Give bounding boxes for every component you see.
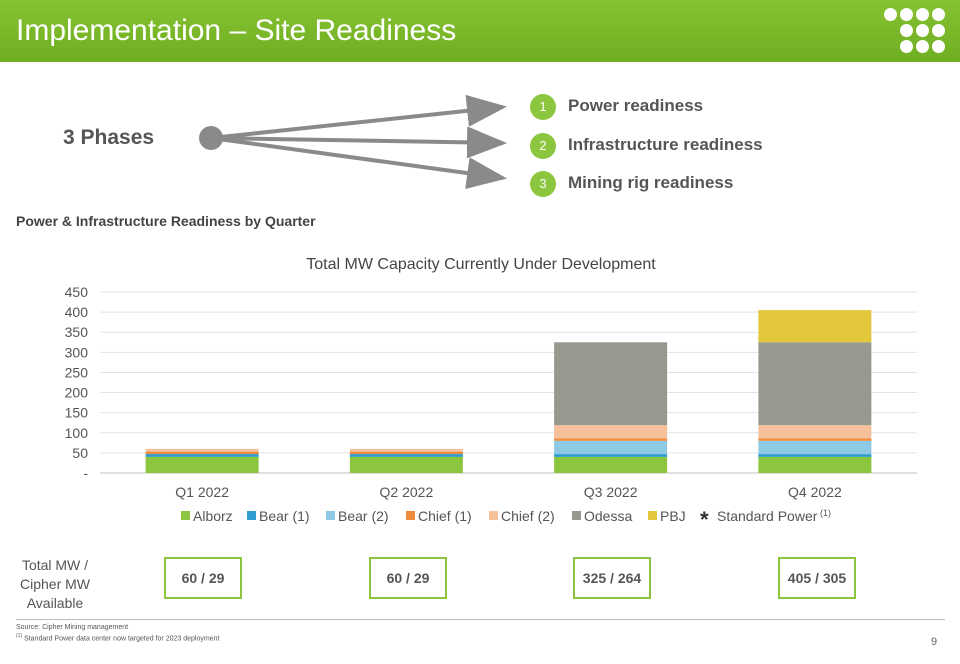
chart-title: Total MW Capacity Currently Under Develo…: [306, 256, 656, 273]
legend-label: Standard Power: [717, 508, 818, 524]
phase-text: Infrastructure readiness: [568, 135, 763, 154]
bar-segment: [349, 456, 463, 473]
stacked-bar-chart: Total MW Capacity Currently Under Develo…: [65, 256, 917, 532]
phase-text: Mining rig readiness: [568, 173, 734, 192]
y-tick-label: 50: [72, 445, 88, 461]
x-tick-label: Q1 2022: [175, 484, 229, 500]
bar-segment: [758, 438, 872, 441]
phase-number-badge: 3: [530, 171, 556, 197]
bar-segment: [554, 456, 668, 473]
y-tick-label: -: [83, 465, 88, 481]
bar-segment: [349, 454, 463, 457]
y-tick-label: 450: [65, 284, 89, 300]
arrow-origin-dot: [199, 126, 223, 150]
y-tick-label: 300: [65, 344, 89, 360]
x-tick-label: Q3 2022: [584, 484, 638, 500]
legend-label: Chief (1): [418, 508, 472, 524]
bar-segment: [145, 451, 259, 455]
legend-asterisk-marker: *: [700, 507, 709, 532]
y-tick-label: 100: [65, 425, 89, 441]
bar-segment: [554, 440, 668, 455]
arrow-phase-3: [210, 136, 507, 189]
arrow-phase-2: [210, 126, 507, 159]
legend-swatch: [247, 511, 256, 520]
y-tick-label: 200: [65, 385, 89, 401]
bar-segment: [145, 448, 259, 452]
bar-segment: [758, 454, 872, 457]
bar-segment: [554, 342, 668, 426]
footer-divider: [16, 619, 945, 620]
legend-swatch: [572, 511, 581, 520]
total-box-q2: 60 / 29: [369, 557, 447, 599]
page-title: Implementation – Site Readiness: [16, 14, 457, 47]
phase-arrows-diagram: [199, 94, 507, 189]
y-tick-label: 150: [65, 405, 89, 421]
bar-segment: [554, 438, 668, 441]
legend-swatch: [648, 511, 657, 520]
phase-text: Power readiness: [568, 96, 704, 115]
total-box-q4: 405 / 305: [778, 557, 856, 599]
legend-swatch: [181, 511, 190, 520]
bar-segment: [145, 454, 259, 457]
x-tick-label: Q2 2022: [380, 484, 434, 500]
phase-number-badge: 1: [530, 94, 556, 120]
x-tick-label: Q4 2022: [788, 484, 842, 500]
section-title: Power & Infrastructure Readiness by Quar…: [16, 213, 316, 229]
phases-label: 3 Phases: [63, 126, 155, 149]
header-bar: Implementation – Site Readiness: [0, 0, 960, 62]
legend-label: Alborz: [193, 508, 233, 524]
y-tick-label: 250: [65, 364, 89, 380]
phase-number-badge: 2: [530, 133, 556, 159]
y-tick-label: 400: [65, 304, 89, 320]
bar-segment: [349, 451, 463, 455]
footnote: (1) Standard Power data center now targe…: [16, 632, 219, 643]
bar-segment: [758, 440, 872, 455]
legend-label: Bear (2): [338, 508, 389, 524]
bar-segment: [758, 342, 872, 426]
y-tick-label: 350: [65, 324, 89, 340]
page-number: 9: [931, 636, 938, 648]
legend-label: Odessa: [584, 508, 632, 524]
legend-label: Chief (2): [501, 508, 555, 524]
total-box-q3: 325 / 264: [573, 557, 651, 599]
footnote-text: Standard Power data center now targeted …: [22, 635, 220, 643]
totals-label: Total MW / Cipher MW Available: [19, 557, 90, 611]
bar-segment: [758, 425, 872, 439]
bar-segment: [349, 448, 463, 452]
bar-segment: [758, 456, 872, 473]
legend-swatch: [326, 511, 335, 520]
arrow-phase-1: [210, 94, 507, 140]
legend-label: PBJ: [660, 508, 686, 524]
legend-note-marker: (1): [820, 508, 831, 518]
footer-source: Source: Cipher Mining management (1) Sta…: [16, 623, 219, 643]
bar-segment: [554, 454, 668, 457]
legend-label: Bear (1): [259, 508, 310, 524]
legend-swatch: [489, 511, 498, 520]
bar-segment: [145, 456, 259, 473]
source-text: Source: Cipher Mining management: [16, 624, 129, 631]
footnote-marker: (1): [16, 633, 23, 639]
total-box-q1: 60 / 29: [164, 557, 242, 599]
legend-swatch: [406, 511, 415, 520]
logo-dots-icon: [884, 8, 946, 54]
bar-segment: [758, 310, 872, 343]
bar-segment: [554, 425, 668, 439]
